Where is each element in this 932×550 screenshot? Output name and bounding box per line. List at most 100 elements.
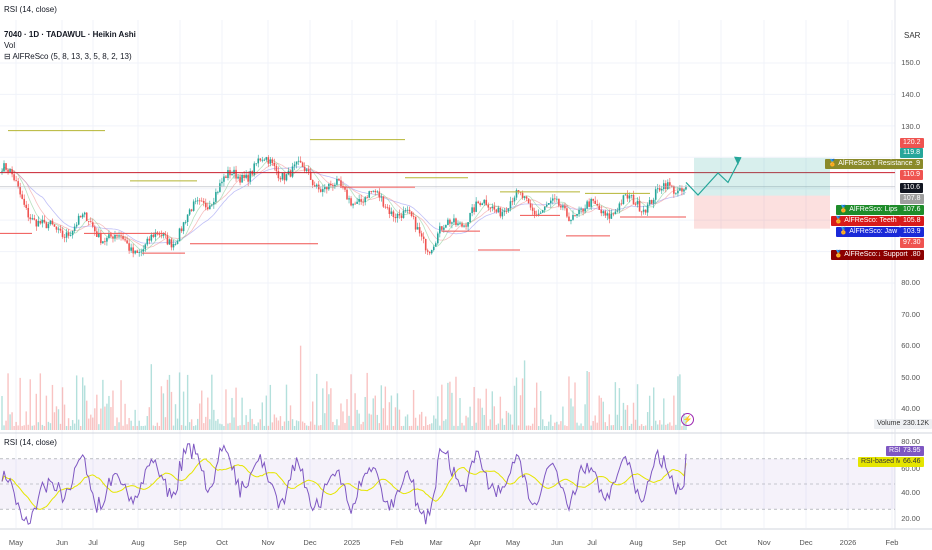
candle-body: [211, 204, 213, 206]
candle-body: [354, 203, 356, 205]
candle-body: [41, 219, 44, 224]
price-tick: 40.00: [901, 404, 920, 413]
volume-bar: [43, 425, 46, 430]
candle-body: [550, 200, 552, 204]
volume-bar: [5, 420, 7, 430]
candle-body: [479, 203, 481, 206]
candle-body: [614, 211, 617, 214]
candle-body: [654, 189, 657, 200]
volume-bar: [90, 414, 92, 430]
volume-bar: [374, 395, 376, 430]
candle-body: [255, 163, 258, 165]
volume-bar: [170, 391, 173, 430]
volume-bar: [47, 421, 50, 430]
volume-bar: [94, 408, 96, 430]
candle-body: [620, 203, 623, 205]
candle-body: [217, 191, 219, 193]
candle-body: [499, 207, 502, 217]
volume-bar: [634, 419, 637, 430]
stop-zone: [694, 195, 830, 229]
volume-bar: [285, 384, 288, 430]
candle-body: [441, 226, 443, 230]
candle-body: [554, 198, 556, 200]
candle-body: [53, 224, 56, 227]
candle-body: [293, 164, 296, 167]
volume-bar: [402, 425, 405, 430]
candle-body: [281, 172, 284, 180]
volume-bar: [11, 412, 13, 430]
volume-bar: [517, 425, 520, 430]
volume-bar: [505, 410, 508, 430]
volume-bar: [489, 419, 491, 430]
volume-bar: [600, 397, 602, 430]
x-axis-label: 2026: [839, 538, 857, 547]
volume-bar: [130, 420, 132, 430]
candle-body: [37, 220, 40, 227]
volume-bar: [140, 425, 142, 430]
volume-bar: [356, 409, 358, 430]
candle-body: [662, 183, 665, 190]
volume-bar: [86, 400, 88, 430]
volume-bar: [77, 419, 80, 430]
volume-bar: [186, 374, 189, 430]
volume-bar: [19, 377, 21, 430]
volume-bar: [447, 382, 449, 430]
volume-bar: [431, 423, 433, 430]
volume-bar: [463, 425, 465, 430]
volume-bar: [509, 414, 512, 430]
lightning-icon[interactable]: ⚡: [681, 413, 694, 426]
indicator-name: AlFReSco (5, 8, 13, 3, 5, 8, 2, 13): [12, 52, 132, 61]
volume-bar: [445, 419, 447, 430]
candle-body: [568, 216, 570, 222]
volume-bar: [562, 406, 564, 430]
candle-body: [445, 225, 447, 228]
volume-bar: [550, 414, 552, 430]
candle-body: [27, 207, 30, 218]
candle-body: [239, 176, 241, 183]
volume-bar: [435, 418, 437, 430]
volume-bar: [483, 414, 485, 430]
volume-bar: [192, 425, 195, 430]
volume-bar: [336, 419, 338, 430]
volume-bar: [384, 386, 387, 430]
volume-bar: [144, 425, 146, 430]
projection-arrow: [734, 156, 741, 166]
volume-bar: [39, 373, 42, 430]
volume-bar: [25, 411, 27, 430]
price-tag-107-8: 107.8: [900, 194, 924, 204]
candle-body: [598, 205, 601, 210]
volume-bar: [661, 424, 663, 430]
volume-bar: [422, 425, 425, 430]
volume-bar: [515, 377, 518, 430]
volume-bar: [229, 422, 231, 430]
candle-body: [174, 243, 177, 245]
candle-body: [521, 192, 524, 198]
candle-body: [346, 189, 348, 200]
candle-body: [271, 159, 274, 163]
price-tag-110-9: 110.9: [900, 170, 923, 180]
volume-bar: [21, 425, 23, 430]
volume-bar: [544, 425, 546, 430]
candle-body: [180, 228, 183, 232]
candle-body: [509, 201, 512, 209]
candle-body: [366, 197, 368, 199]
candle-body: [602, 211, 605, 214]
candle-body: [669, 182, 671, 186]
candle-body: [507, 208, 510, 212]
volume-bar: [146, 416, 148, 430]
candle-body: [196, 200, 199, 202]
volume-bar: [297, 421, 300, 430]
volume-bar: [624, 409, 627, 430]
volume-bar: [15, 421, 17, 430]
teeth-line: [1, 162, 687, 248]
volume-bar: [118, 422, 120, 430]
volume-bar: [451, 392, 453, 430]
volume-bar: [320, 425, 322, 430]
candle-body: [636, 200, 639, 205]
indicator-icon: ⊟: [4, 52, 13, 61]
volume-bar: [441, 384, 443, 430]
volume-bar: [616, 414, 619, 430]
volume-bar: [338, 425, 340, 430]
volume-bar: [479, 398, 481, 430]
candle-body: [39, 220, 42, 224]
